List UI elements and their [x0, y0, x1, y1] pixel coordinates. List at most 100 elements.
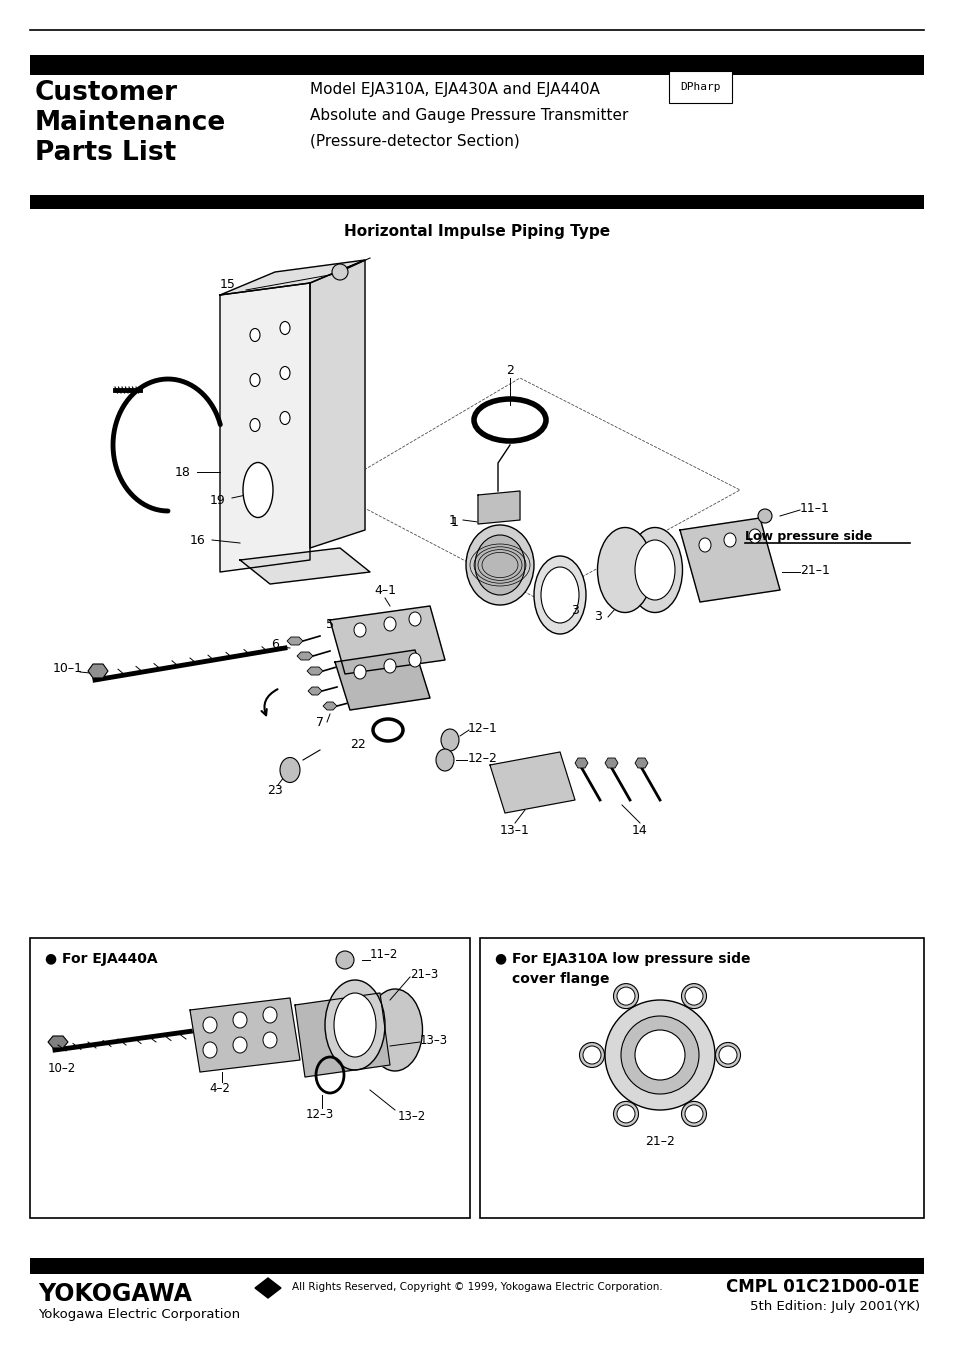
Text: All Rights Reserved, Copyright © 1999, Yokogawa Electric Corporation.: All Rights Reserved, Copyright © 1999, Y…: [292, 1282, 661, 1292]
Text: YOKOGAWA: YOKOGAWA: [38, 1282, 192, 1306]
Bar: [30, 938, 470, 1219]
Ellipse shape: [699, 538, 710, 553]
Bar: [479, 938, 923, 1219]
Circle shape: [332, 263, 348, 280]
Text: 21–1: 21–1: [800, 563, 829, 577]
Text: Maintenance: Maintenance: [35, 109, 226, 136]
Text: cover flange: cover flange: [512, 971, 609, 986]
Ellipse shape: [325, 979, 385, 1070]
Ellipse shape: [627, 527, 681, 612]
Text: 1: 1: [449, 513, 456, 527]
Text: Parts List: Parts List: [35, 141, 176, 166]
Ellipse shape: [635, 1029, 684, 1079]
Text: Customer: Customer: [35, 80, 178, 105]
Text: Yokogawa Electric Corporation: Yokogawa Electric Corporation: [38, 1308, 240, 1321]
Ellipse shape: [203, 1042, 216, 1058]
Text: 15: 15: [220, 277, 235, 290]
Ellipse shape: [409, 612, 420, 626]
Text: 23: 23: [267, 784, 283, 797]
Polygon shape: [330, 607, 444, 674]
Ellipse shape: [680, 984, 706, 1009]
Bar: [30, 195, 923, 209]
Text: 10–1: 10–1: [53, 662, 83, 674]
Ellipse shape: [354, 623, 366, 638]
Text: Model EJA310A, EJA430A and EJA440A: Model EJA310A, EJA430A and EJA440A: [310, 82, 599, 97]
Ellipse shape: [715, 1043, 740, 1067]
Ellipse shape: [367, 989, 422, 1071]
Ellipse shape: [597, 527, 652, 612]
Ellipse shape: [263, 1032, 276, 1048]
Text: 13–3: 13–3: [419, 1034, 448, 1047]
Polygon shape: [307, 667, 323, 676]
Text: 21–2: 21–2: [644, 1135, 674, 1148]
Polygon shape: [287, 638, 303, 644]
Text: 12–3: 12–3: [306, 1108, 334, 1121]
Ellipse shape: [280, 412, 290, 424]
Text: 18: 18: [175, 466, 191, 478]
Polygon shape: [335, 650, 430, 711]
Ellipse shape: [280, 322, 290, 335]
Polygon shape: [635, 758, 647, 767]
Polygon shape: [604, 758, 618, 767]
Text: CMPL 01C21D00-01E: CMPL 01C21D00-01E: [725, 1278, 919, 1296]
Ellipse shape: [604, 1000, 714, 1111]
Ellipse shape: [723, 534, 735, 547]
Text: 12–2: 12–2: [468, 751, 497, 765]
Text: 13–2: 13–2: [397, 1111, 426, 1123]
Polygon shape: [323, 703, 336, 711]
Ellipse shape: [465, 526, 534, 605]
Ellipse shape: [280, 366, 290, 380]
Circle shape: [617, 988, 635, 1005]
Ellipse shape: [620, 1016, 699, 1094]
Text: 1: 1: [451, 516, 458, 528]
Circle shape: [617, 1105, 635, 1123]
Ellipse shape: [233, 1012, 247, 1028]
Polygon shape: [190, 998, 299, 1071]
Text: 13–1: 13–1: [499, 824, 529, 836]
Text: Absolute and Gauge Pressure Transmitter: Absolute and Gauge Pressure Transmitter: [310, 108, 628, 123]
Ellipse shape: [243, 462, 273, 517]
Text: ● For EJA310A low pressure side: ● For EJA310A low pressure side: [495, 952, 750, 966]
Polygon shape: [254, 1278, 281, 1298]
Ellipse shape: [475, 535, 524, 594]
Ellipse shape: [203, 1017, 216, 1034]
Text: 3: 3: [571, 604, 578, 616]
Polygon shape: [575, 758, 587, 767]
Polygon shape: [240, 549, 370, 584]
Ellipse shape: [384, 659, 395, 673]
Polygon shape: [490, 753, 575, 813]
Circle shape: [684, 1105, 702, 1123]
Circle shape: [684, 988, 702, 1005]
Polygon shape: [679, 517, 780, 603]
Text: 19: 19: [210, 493, 226, 507]
Text: 14: 14: [632, 824, 647, 836]
Text: 5: 5: [326, 619, 334, 631]
Circle shape: [582, 1046, 600, 1065]
Ellipse shape: [233, 1038, 247, 1052]
Text: 21–3: 21–3: [410, 969, 437, 981]
Ellipse shape: [354, 665, 366, 680]
Ellipse shape: [540, 567, 578, 623]
Text: 3: 3: [594, 611, 601, 624]
Polygon shape: [310, 259, 365, 549]
Polygon shape: [48, 1036, 68, 1048]
Bar: [30, 1258, 923, 1274]
Text: 11–2: 11–2: [370, 948, 398, 962]
Text: 11–1: 11–1: [800, 501, 829, 515]
Bar: [30, 55, 923, 76]
Polygon shape: [294, 993, 390, 1077]
Text: 16: 16: [190, 534, 206, 547]
Ellipse shape: [635, 540, 675, 600]
Ellipse shape: [534, 557, 585, 634]
Ellipse shape: [384, 617, 395, 631]
Ellipse shape: [758, 509, 771, 523]
Text: 4–1: 4–1: [374, 584, 395, 597]
Text: 5th Edition: July 2001(YK): 5th Edition: July 2001(YK): [749, 1300, 919, 1313]
Polygon shape: [308, 688, 322, 694]
Ellipse shape: [263, 1006, 276, 1023]
Ellipse shape: [280, 758, 299, 782]
Circle shape: [719, 1046, 737, 1065]
Ellipse shape: [409, 653, 420, 667]
Text: (Pressure-detector Section): (Pressure-detector Section): [310, 132, 519, 149]
Text: 4–2: 4–2: [210, 1082, 231, 1096]
